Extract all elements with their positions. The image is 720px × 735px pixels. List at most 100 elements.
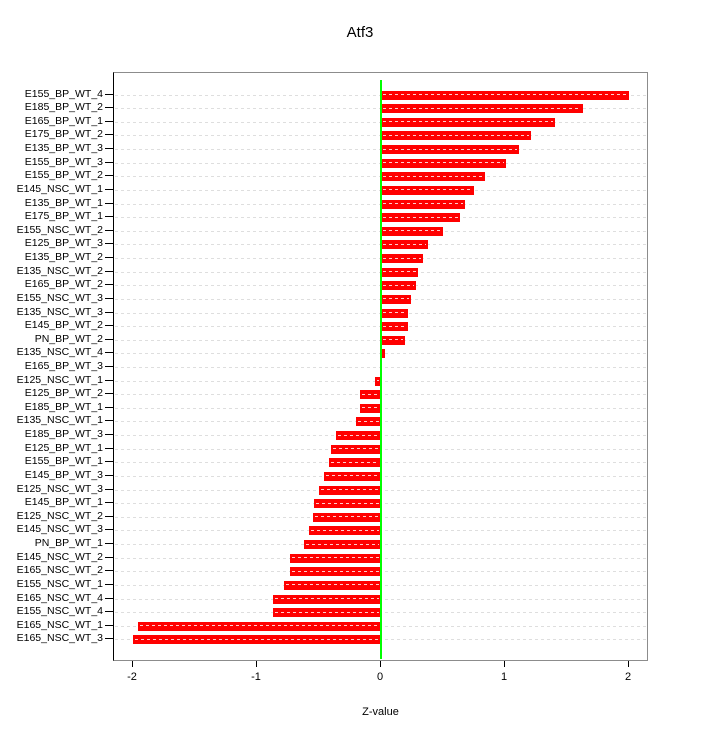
bar [381,213,461,223]
y-tick-mark [105,338,113,340]
y-tick-label: E165_BP_WT_2 [24,278,103,291]
y-tick-label: E145_BP_WT_3 [24,468,103,481]
bar-grid-overlay [361,407,379,409]
y-tick-mark [105,352,113,354]
y-tick-mark [105,107,113,109]
y-tick-label: E155_BP_WT_4 [24,87,103,100]
y-tick-label: E165_BP_WT_1 [24,114,103,127]
y-tick-mark [105,543,113,545]
y-tick-label: E145_BP_WT_2 [24,319,103,332]
y-tick-mark [105,570,113,572]
bar-grid-overlay [358,420,379,422]
bar-grid-overlay [383,175,484,177]
bar [359,403,381,413]
bar-grid-overlay [292,570,379,572]
y-tick-label: E135_NSC_WT_4 [16,346,103,359]
y-tick-mark [105,311,113,313]
bar [290,553,381,563]
y-tick-mark [105,366,113,367]
x-axis-title: Z-value [362,706,399,718]
bar [328,458,381,468]
y-tick-mark [105,120,113,122]
y-tick-mark [105,202,113,204]
bar [381,226,443,236]
bar-grid-overlay [383,271,417,273]
y-tick-label: E125_BP_WT_3 [24,237,103,250]
bar-grid-overlay [314,516,379,518]
y-tick-label: E135_NSC_WT_2 [16,264,103,277]
bar-grid-overlay [383,162,505,164]
y-tick-label: E165_NSC_WT_4 [16,591,103,604]
bar [381,117,555,127]
bar [381,254,424,264]
bar [323,471,381,481]
bar-grid-overlay [361,393,379,395]
y-tick-label: E135_BP_WT_3 [24,142,103,155]
bar-grid-overlay [383,203,464,205]
bar-grid-overlay [383,216,459,218]
y-tick-label: E155_NSC_WT_3 [16,291,103,304]
y-tick-mark [105,624,113,626]
y-tick-label: E135_NSC_WT_1 [16,414,103,427]
bar [381,172,486,182]
x-tick-label: 0 [376,671,384,683]
bar [374,376,381,386]
y-tick-mark [105,447,113,449]
y-tick-mark [105,257,113,259]
y-tick-mark [105,270,113,272]
bar [381,158,507,168]
y-tick-label: E135_BP_WT_1 [24,196,103,209]
bar [381,267,419,277]
bar-grid-overlay [383,230,441,232]
y-tick-label: E175_BP_WT_2 [24,128,103,141]
bar-grid-overlay [383,284,414,286]
bar [284,580,381,590]
bar-grid-overlay [325,475,379,477]
bar-grid-overlay [275,611,379,613]
y-tick-label: E145_NSC_WT_1 [16,182,103,195]
chart-title: Atf3 [346,24,374,41]
bar-grid-overlay [134,638,379,640]
bar-grid-overlay [383,298,409,300]
bar [318,485,381,495]
bar [356,417,381,427]
y-tick-label: E145_NSC_WT_2 [16,550,103,563]
y-tick-mark [105,229,113,231]
y-tick-label: E125_BP_WT_1 [24,441,103,454]
y-tick-label: PN_BP_WT_1 [34,537,103,550]
y-tick-mark [105,434,113,436]
bar-grid-overlay [383,94,628,96]
x-tick-mark [380,661,381,667]
x-tick-label: 1 [500,671,508,683]
bar-grid-overlay [275,598,379,600]
y-tick-mark [105,134,113,136]
y-tick-label: E155_NSC_WT_2 [16,223,103,236]
bar-grid-overlay [286,584,379,586]
x-tick-mark [628,661,630,667]
y-tick-mark [105,216,113,218]
y-tick-mark [105,379,113,381]
y-tick-mark [105,188,113,190]
bar-grid-overlay [383,189,472,191]
y-tick-label: E145_BP_WT_1 [24,496,103,509]
y-tick-label: E125_BP_WT_2 [24,387,103,400]
y-tick-label: E165_NSC_WT_1 [16,618,103,631]
bar-grid-overlay [383,107,582,109]
bar-grid-overlay [320,489,379,491]
y-tick-label: E155_BP_WT_3 [24,155,103,168]
y-tick-mark [105,597,113,599]
y-tick-label: E155_BP_WT_1 [24,455,103,468]
y-tick-label: E155_NSC_WT_4 [16,605,103,618]
bar [381,308,409,318]
bar [314,499,381,509]
bar [273,608,381,618]
bar-grid-overlay [383,243,427,245]
y-tick-mark [105,420,113,422]
bar-grid-overlay [383,325,407,327]
bar-grid-overlay [316,502,379,504]
y-tick-mark [105,243,113,245]
bar [381,281,416,291]
bar-grid-overlay [338,434,379,436]
y-tick-mark [105,515,113,517]
